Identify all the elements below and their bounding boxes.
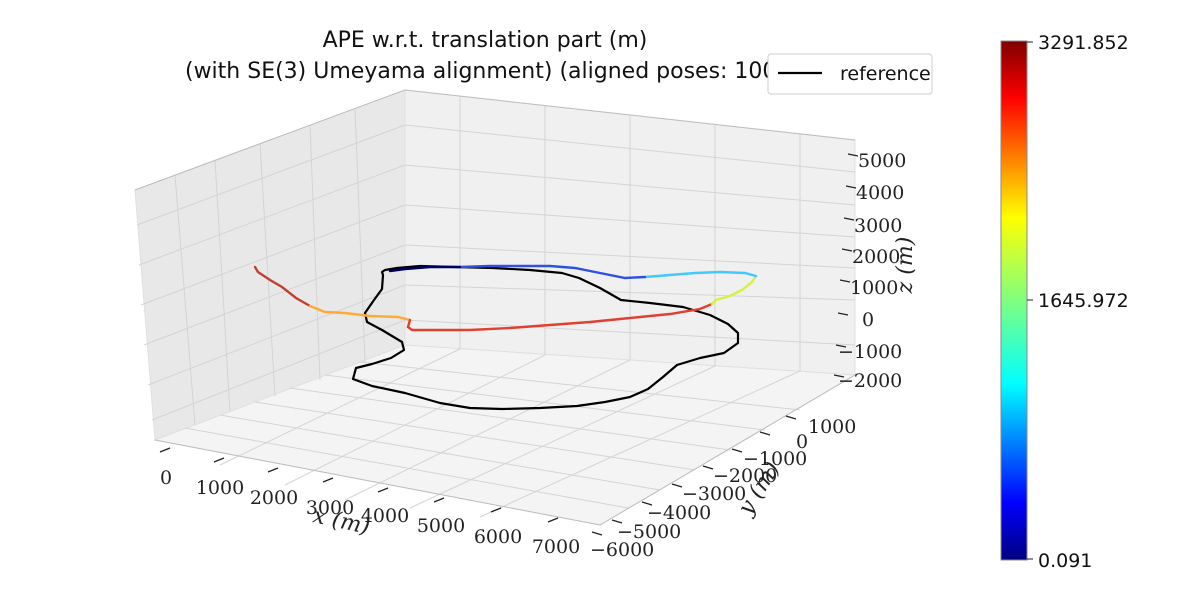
x-tick-label: 7000: [532, 536, 580, 558]
z-ticks: 5000 4000 3000 2000 1000 0 −1000 −2000: [838, 150, 906, 392]
z-tick-label: 1000: [850, 277, 898, 299]
x-tick-marks: [159, 447, 559, 523]
y-tick-label: −5000: [617, 521, 681, 543]
y-tick-label: 1000: [808, 416, 856, 438]
est-segment: [388, 265, 462, 273]
est-segment: [308, 304, 412, 322]
y-tick-label: −3000: [682, 483, 746, 505]
z-tick-label: 5000: [858, 150, 906, 172]
x-ticks: 0 1000 2000 3000 4000 5000 6000 7000: [160, 467, 580, 558]
chart-title: APE w.r.t. translation part (m) (with SE…: [185, 28, 785, 84]
y-tick-label: −4000: [647, 502, 711, 524]
z-tick-label: 2000: [852, 246, 900, 268]
z-tick-label: 4000: [856, 182, 904, 204]
y-tick-label: −2000: [713, 465, 777, 487]
legend-box: [767, 53, 933, 95]
y-tick-label: −1000: [743, 448, 807, 470]
x-tick-label: 6000: [474, 526, 522, 548]
colorbar-min-label: 0.091: [1038, 550, 1092, 572]
z-tick-label: −2000: [838, 370, 902, 392]
est-segment: [458, 264, 647, 280]
axes-panes: [134, 89, 857, 526]
x-tick-label: 0: [160, 467, 172, 489]
reference-trajectory: [351, 264, 740, 411]
title-line-1: APE w.r.t. translation part (m): [323, 28, 648, 53]
z-axis-label: z (m): [893, 237, 918, 295]
y-tick-marks: [591, 415, 797, 536]
y-ticks: 1000 0 −1000 −2000 −3000 −4000 −5000 −60…: [590, 416, 856, 561]
est-segment: [710, 274, 758, 306]
est-segment: [643, 270, 758, 279]
x-tick-label: 3000: [306, 497, 354, 519]
z-tick-label: 3000: [854, 215, 902, 237]
title-line-2: (with SE(3) Umeyama alignment) (aligned …: [185, 59, 785, 84]
est-segment: [253, 265, 312, 308]
x-tick-label: 1000: [196, 477, 244, 499]
legend-label-reference: reference: [840, 63, 931, 85]
colorbar-gradient: [1000, 40, 1028, 561]
x-tick-label: 2000: [250, 487, 298, 509]
legend: reference: [767, 53, 933, 95]
colorbar-mid-label: 1645.972: [1038, 290, 1129, 312]
x-tick-label: 5000: [417, 515, 465, 537]
est-segment: [406, 302, 714, 332]
colorbar: 3291.852 1645.972 0.091: [1000, 32, 1129, 572]
estimated-trajectory: [253, 264, 758, 332]
grid-lines: [136, 96, 856, 518]
z-tick-label: 0: [862, 309, 874, 331]
y-tick-label: −6000: [590, 539, 654, 561]
x-tick-label: 4000: [361, 505, 409, 527]
z-tick-marks: [833, 153, 859, 378]
colorbar-max-label: 3291.852: [1038, 32, 1129, 54]
y-tick-label: 0: [796, 431, 808, 453]
pane-edges: [134, 89, 856, 526]
z-tick-label: −1000: [838, 341, 902, 363]
